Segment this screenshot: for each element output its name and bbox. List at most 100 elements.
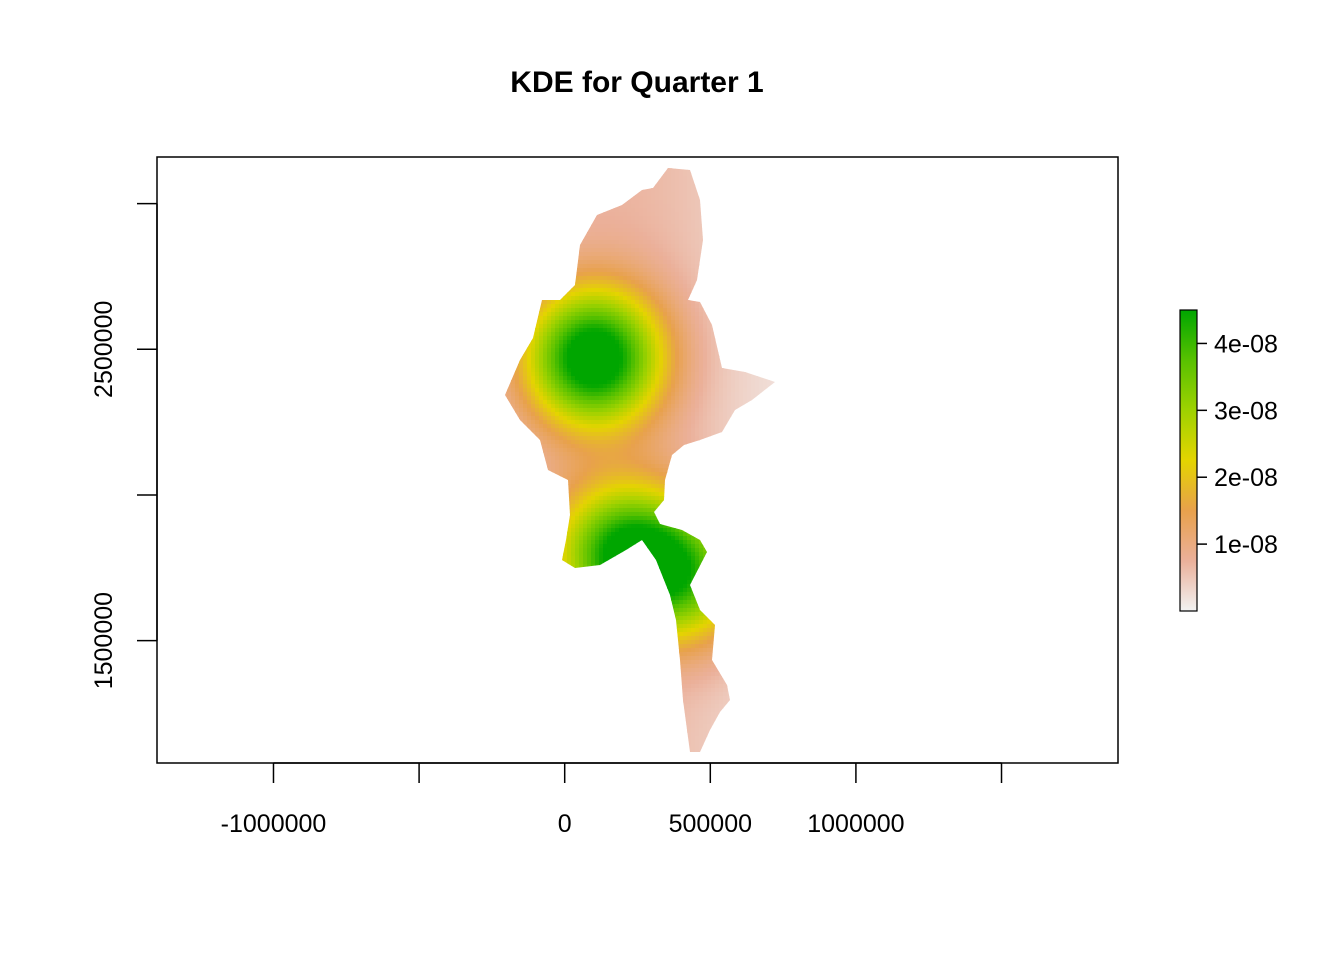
raster-cell	[675, 168, 680, 173]
raster-cell	[551, 176, 556, 181]
raster-cell	[651, 424, 656, 429]
raster-cell	[695, 420, 700, 425]
raster-cell	[567, 268, 572, 273]
raster-cell	[703, 420, 708, 425]
raster-cell	[515, 352, 520, 357]
raster-cell	[639, 364, 644, 369]
raster-cell	[539, 360, 544, 365]
raster-cell	[699, 236, 704, 241]
raster-cell	[547, 312, 552, 317]
raster-cell	[511, 336, 516, 341]
raster-cell	[723, 308, 728, 313]
raster-cell	[555, 424, 560, 429]
raster-cell	[599, 428, 604, 433]
raster-cell	[643, 196, 648, 201]
raster-cell	[775, 388, 780, 393]
raster-cell	[507, 252, 512, 257]
raster-cell	[543, 296, 548, 301]
raster-cell	[715, 300, 720, 305]
raster-cell	[783, 176, 788, 181]
raster-cell	[563, 380, 568, 385]
raster-cell	[659, 380, 664, 385]
raster-cell	[607, 244, 612, 249]
raster-cell	[535, 388, 540, 393]
raster-cell	[519, 352, 524, 357]
raster-cell	[759, 292, 764, 297]
raster-cell	[775, 324, 780, 329]
raster-cell	[631, 192, 636, 197]
raster-cell	[643, 284, 648, 289]
raster-cell	[579, 212, 584, 217]
raster-cell	[587, 168, 592, 169]
raster-cell	[559, 232, 564, 237]
raster-cell	[727, 364, 732, 369]
raster-cell	[631, 396, 636, 401]
raster-cell	[547, 216, 552, 221]
raster-cell	[515, 376, 520, 381]
raster-cell	[711, 160, 716, 165]
raster-cell	[723, 208, 728, 213]
raster-cell	[783, 280, 788, 285]
raster-cell	[667, 304, 672, 309]
raster-cell	[651, 344, 656, 349]
raster-cell	[543, 376, 548, 381]
raster-cell	[663, 280, 668, 285]
raster-cell	[627, 344, 632, 349]
raster-cell	[607, 428, 612, 433]
raster-cell	[631, 356, 636, 361]
raster-cell	[527, 352, 532, 357]
raster-cell	[519, 380, 524, 385]
raster-cell	[727, 324, 732, 329]
raster-cell	[523, 372, 528, 377]
raster-cell	[715, 388, 720, 393]
raster-cell	[519, 360, 524, 365]
raster-cell	[507, 188, 512, 193]
raster-cell	[511, 312, 516, 317]
raster-cell	[591, 408, 596, 413]
raster-cell	[611, 188, 616, 193]
raster-cell	[651, 332, 656, 337]
raster-cell	[631, 264, 636, 269]
raster-cell	[775, 232, 780, 237]
raster-cell	[755, 336, 760, 341]
raster-cell	[583, 364, 588, 369]
raster-cell	[627, 292, 632, 297]
raster-cell	[611, 432, 616, 437]
raster-cell	[771, 380, 775, 385]
raster-cell	[623, 320, 628, 325]
raster-cell	[707, 392, 712, 397]
raster-cell	[505, 176, 508, 181]
raster-cell	[559, 176, 564, 181]
raster-cell	[659, 408, 664, 413]
raster-cell	[775, 244, 780, 249]
raster-cell	[495, 168, 500, 173]
raster-cell	[559, 324, 564, 329]
raster-cell	[567, 432, 572, 437]
raster-cell	[579, 380, 584, 385]
raster-cell	[539, 352, 544, 357]
raster-cell	[719, 232, 724, 237]
raster-cell	[531, 284, 536, 289]
raster-cell	[699, 168, 704, 169]
raster-cell	[567, 228, 572, 233]
raster-cell	[531, 160, 536, 165]
raster-cell	[499, 292, 504, 297]
raster-cell	[687, 344, 692, 349]
raster-cell	[543, 256, 548, 261]
raster-cell	[651, 316, 656, 321]
raster-cell	[695, 428, 700, 433]
raster-cell	[671, 376, 676, 381]
raster-cell	[643, 328, 648, 333]
raster-cell	[511, 300, 516, 305]
raster-cell	[651, 288, 656, 293]
raster-cell	[651, 176, 656, 181]
raster-cell	[531, 384, 536, 389]
raster-cell	[759, 248, 764, 253]
raster-cell	[647, 380, 652, 385]
raster-cell	[687, 372, 692, 377]
raster-cell	[775, 344, 780, 349]
raster-cell	[627, 296, 632, 301]
raster-cell	[607, 336, 612, 341]
raster-cell	[707, 180, 712, 185]
raster-cell	[647, 320, 652, 325]
